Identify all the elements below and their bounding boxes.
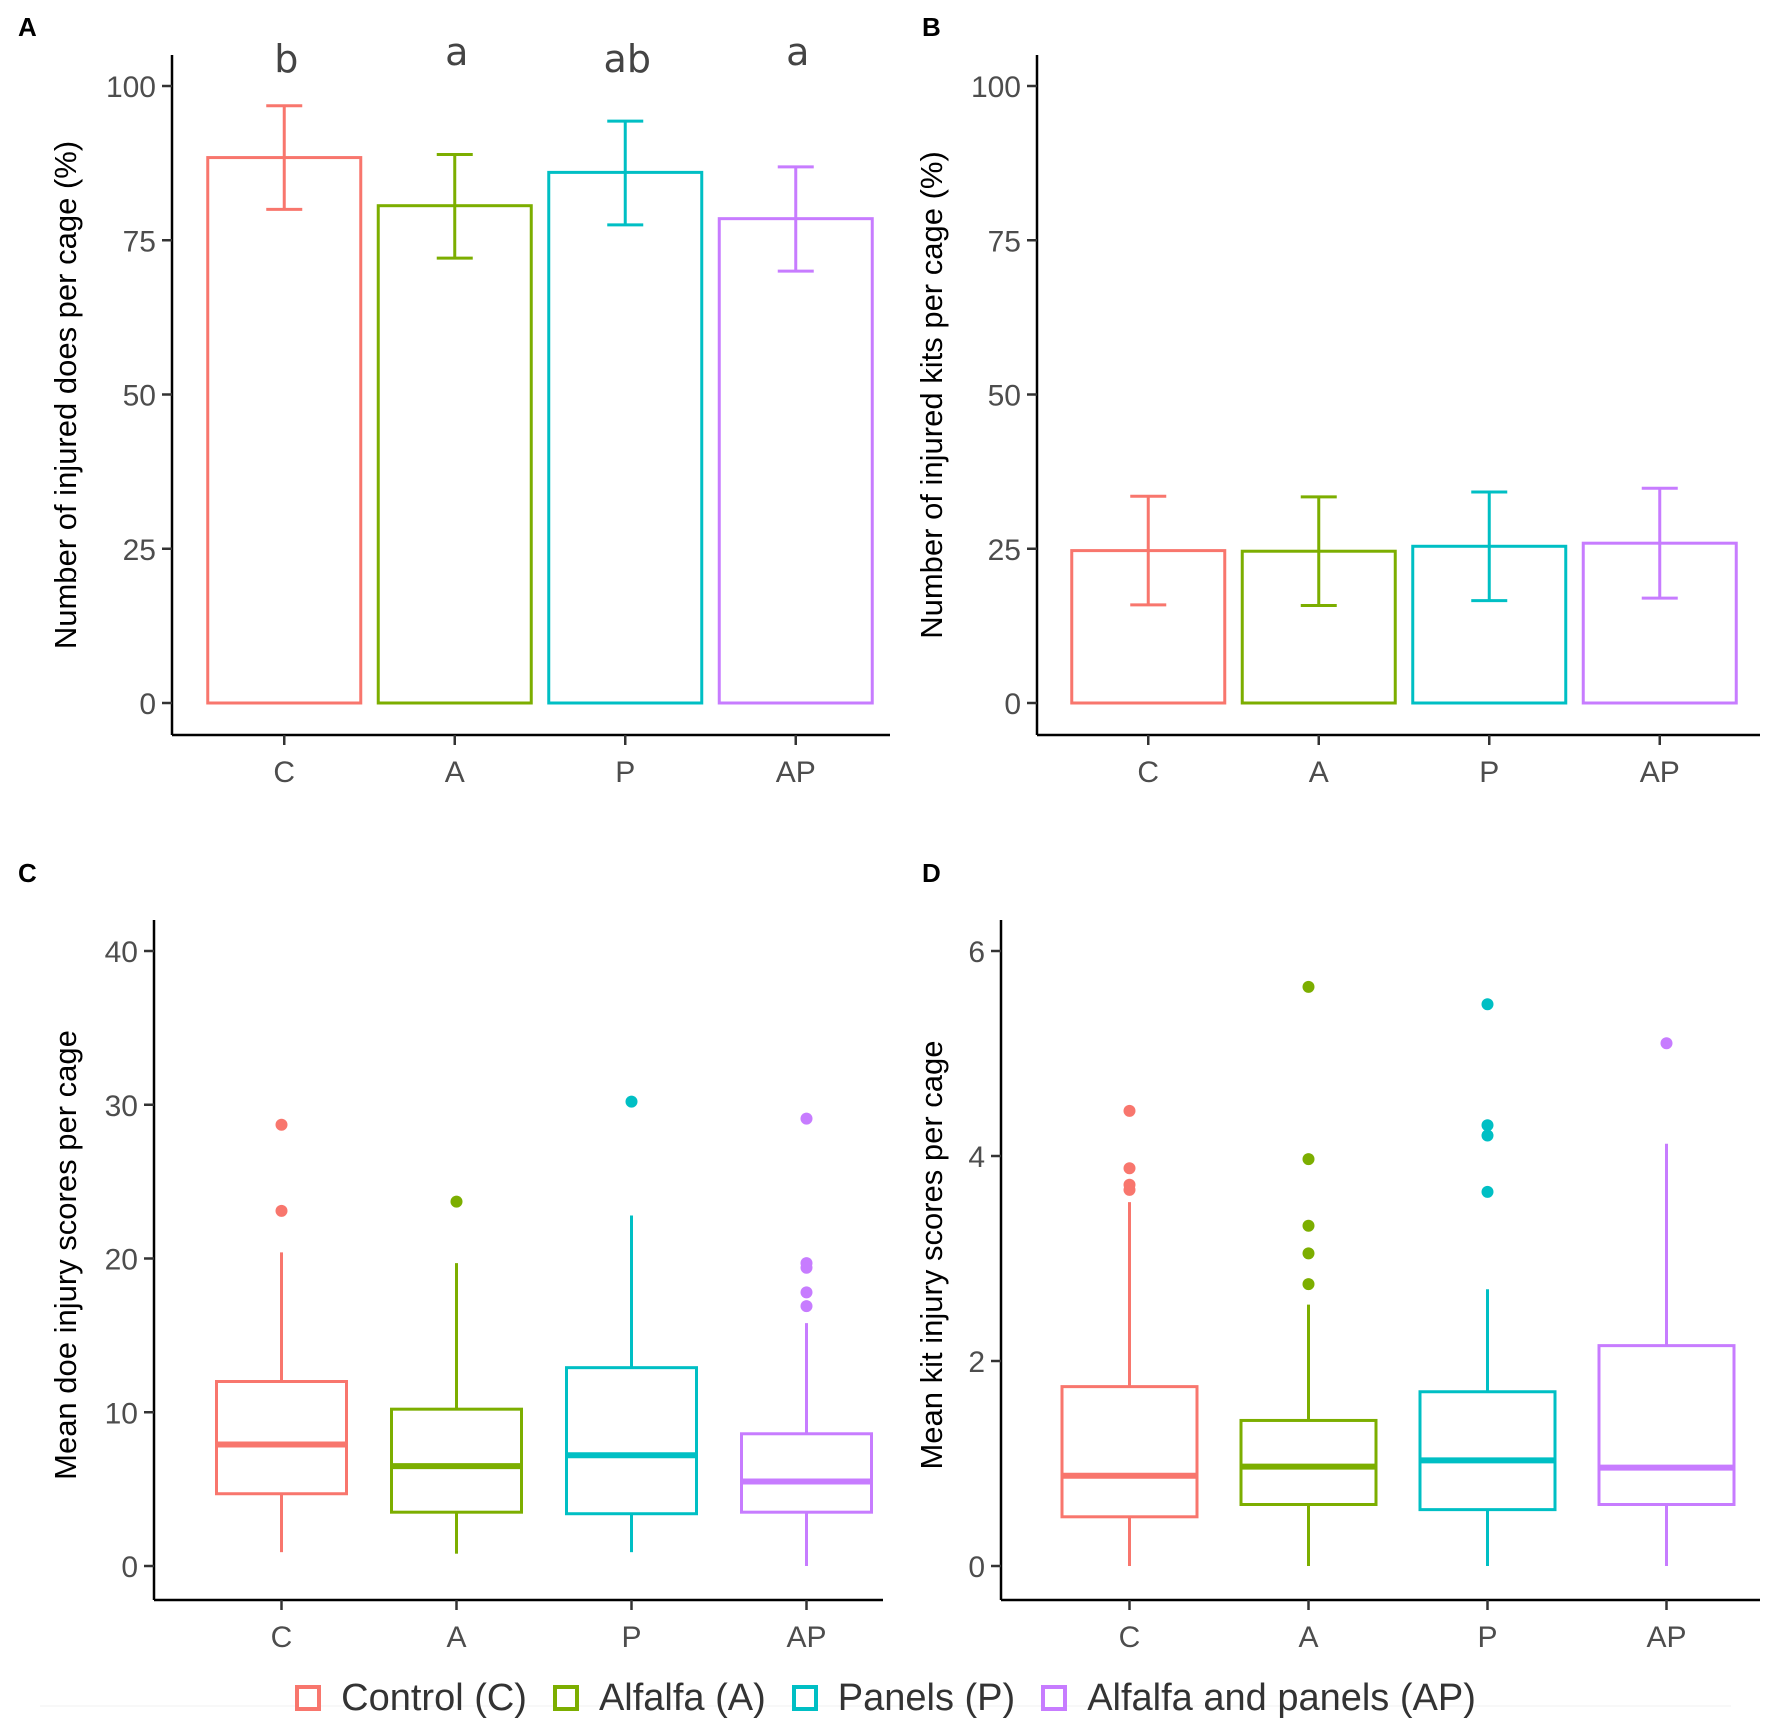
x-tick-label: C: [271, 1621, 293, 1654]
y-tick-label: 75: [123, 225, 156, 258]
x-tick-label: P: [615, 756, 635, 789]
x-tick-label: A: [445, 756, 465, 789]
outlier-point: [800, 1300, 813, 1313]
box-p: [565, 1366, 698, 1516]
y-tick-label: 0: [139, 688, 156, 721]
y-tick-label: 40: [105, 936, 138, 969]
y-tick-label: 6: [968, 936, 985, 969]
legend-key-swatch: [791, 1685, 818, 1711]
panel-letter: A: [18, 12, 37, 42]
y-tick-label: 2: [968, 1346, 985, 1379]
y-tick-label: 0: [121, 1551, 138, 1584]
y-tick-label: 20: [105, 1244, 138, 1277]
y-tick-label: 4: [968, 1141, 985, 1174]
y-tick-label: 30: [105, 1090, 138, 1123]
legend: Control (C) Alfalfa (A) Panels (P) Alfalfa …: [0, 1668, 1771, 1728]
legend-item-p: Panels (P): [791, 1676, 1016, 1720]
outlier-point: [1481, 1119, 1494, 1132]
x-tick-label: A: [1298, 1621, 1318, 1654]
outlier-point: [1660, 1037, 1673, 1050]
outlier-point: [1302, 980, 1315, 993]
legend-label: Alfalfa and panels (AP): [1087, 1676, 1476, 1719]
bar-a: [376, 204, 533, 705]
x-tick-label: AP: [1640, 756, 1680, 789]
x-tick-label: A: [1309, 756, 1329, 789]
y-tick-label: 25: [988, 534, 1021, 567]
outlier-point: [275, 1118, 288, 1131]
box-c: [215, 1380, 348, 1496]
panel-letter: D: [922, 858, 941, 888]
x-tick-label: AP: [1646, 1621, 1686, 1654]
outlier-point: [1302, 1219, 1315, 1232]
legend-key-swatch: [1041, 1685, 1068, 1711]
outlier-point: [1123, 1178, 1136, 1191]
y-axis-title: Number of injured kits per cage (%): [914, 151, 949, 639]
bar-c: [206, 156, 363, 705]
outlier-point: [1123, 1162, 1136, 1175]
x-tick-label: P: [621, 1621, 641, 1654]
x-tick-label: P: [1479, 756, 1499, 789]
bar-ap: [717, 217, 874, 705]
x-tick-label: C: [1119, 1621, 1141, 1654]
outlier-point: [1302, 1153, 1315, 1166]
y-tick-label: 0: [968, 1551, 985, 1584]
outlier-point: [800, 1286, 813, 1299]
x-tick-label: A: [446, 1621, 466, 1654]
y-tick-label: 0: [1004, 688, 1021, 721]
outlier-point: [800, 1112, 813, 1125]
x-tick-label: P: [1477, 1621, 1497, 1654]
significance-letter: ab: [604, 37, 651, 81]
panel-letter: C: [18, 858, 37, 888]
outlier-point: [1123, 1104, 1136, 1117]
box-c: [1060, 1385, 1199, 1519]
legend-key-swatch: [295, 1685, 322, 1711]
outlier-point: [275, 1204, 288, 1217]
x-tick-label: AP: [786, 1621, 826, 1654]
box-p: [1418, 1390, 1557, 1512]
y-axis-title: Mean doe injury scores per cage: [48, 1030, 83, 1480]
y-tick-label: 10: [105, 1397, 138, 1430]
y-tick-label: 50: [988, 380, 1021, 413]
significance-letter: b: [274, 37, 298, 81]
panel-c: C Mean doe injury scores per cage 0 10 20 30 4…: [18, 858, 883, 1654]
x-tick-label: AP: [776, 756, 816, 789]
box-ap: [1597, 1344, 1736, 1506]
y-tick-label: 100: [971, 71, 1021, 104]
panel-letter: B: [922, 12, 941, 42]
x-tick-label: C: [1137, 756, 1159, 789]
outlier-point: [625, 1095, 638, 1108]
legend-item-c: Control (C): [295, 1677, 527, 1720]
y-tick-label: 75: [988, 225, 1021, 258]
y-tick-label: 50: [123, 380, 156, 413]
box-a: [1239, 1418, 1378, 1506]
y-axis-title: Number of injured does per cage (%): [48, 141, 83, 649]
outlier-point: [1481, 1185, 1494, 1198]
outlier-point: [800, 1257, 813, 1270]
significance-letter: a: [786, 30, 809, 74]
outlier-point: [1481, 998, 1494, 1011]
outlier-point: [450, 1195, 463, 1208]
legend-label: Alfalfa (A): [598, 1676, 766, 1719]
legend-item-a: Alfalfa (A): [552, 1676, 766, 1720]
legend-item-ap: Alfalfa and panels (AP): [1041, 1677, 1476, 1720]
legend-label: Control (C): [341, 1676, 527, 1719]
outlier-point: [1481, 1129, 1494, 1142]
outlier-point: [1302, 1247, 1315, 1260]
legend-key-swatch: [552, 1685, 579, 1711]
y-tick-label: 25: [123, 534, 156, 567]
y-axis-title: Mean kit injury scores per cage: [914, 1040, 949, 1469]
outlier-point: [1302, 1278, 1315, 1291]
panel-a: A Number of injured does per cage (%) 0 25 5…: [18, 12, 890, 789]
bar-p: [547, 170, 704, 705]
box-ap: [740, 1432, 873, 1514]
significance-letter: a: [445, 30, 468, 74]
legend-label: Panels (P): [837, 1676, 1016, 1719]
panel-b: B Number of injured kits per cage (%) 0 25 5…: [914, 12, 1760, 789]
y-tick-label: 100: [106, 71, 156, 104]
box-a: [390, 1407, 523, 1514]
x-tick-label: C: [273, 756, 295, 789]
